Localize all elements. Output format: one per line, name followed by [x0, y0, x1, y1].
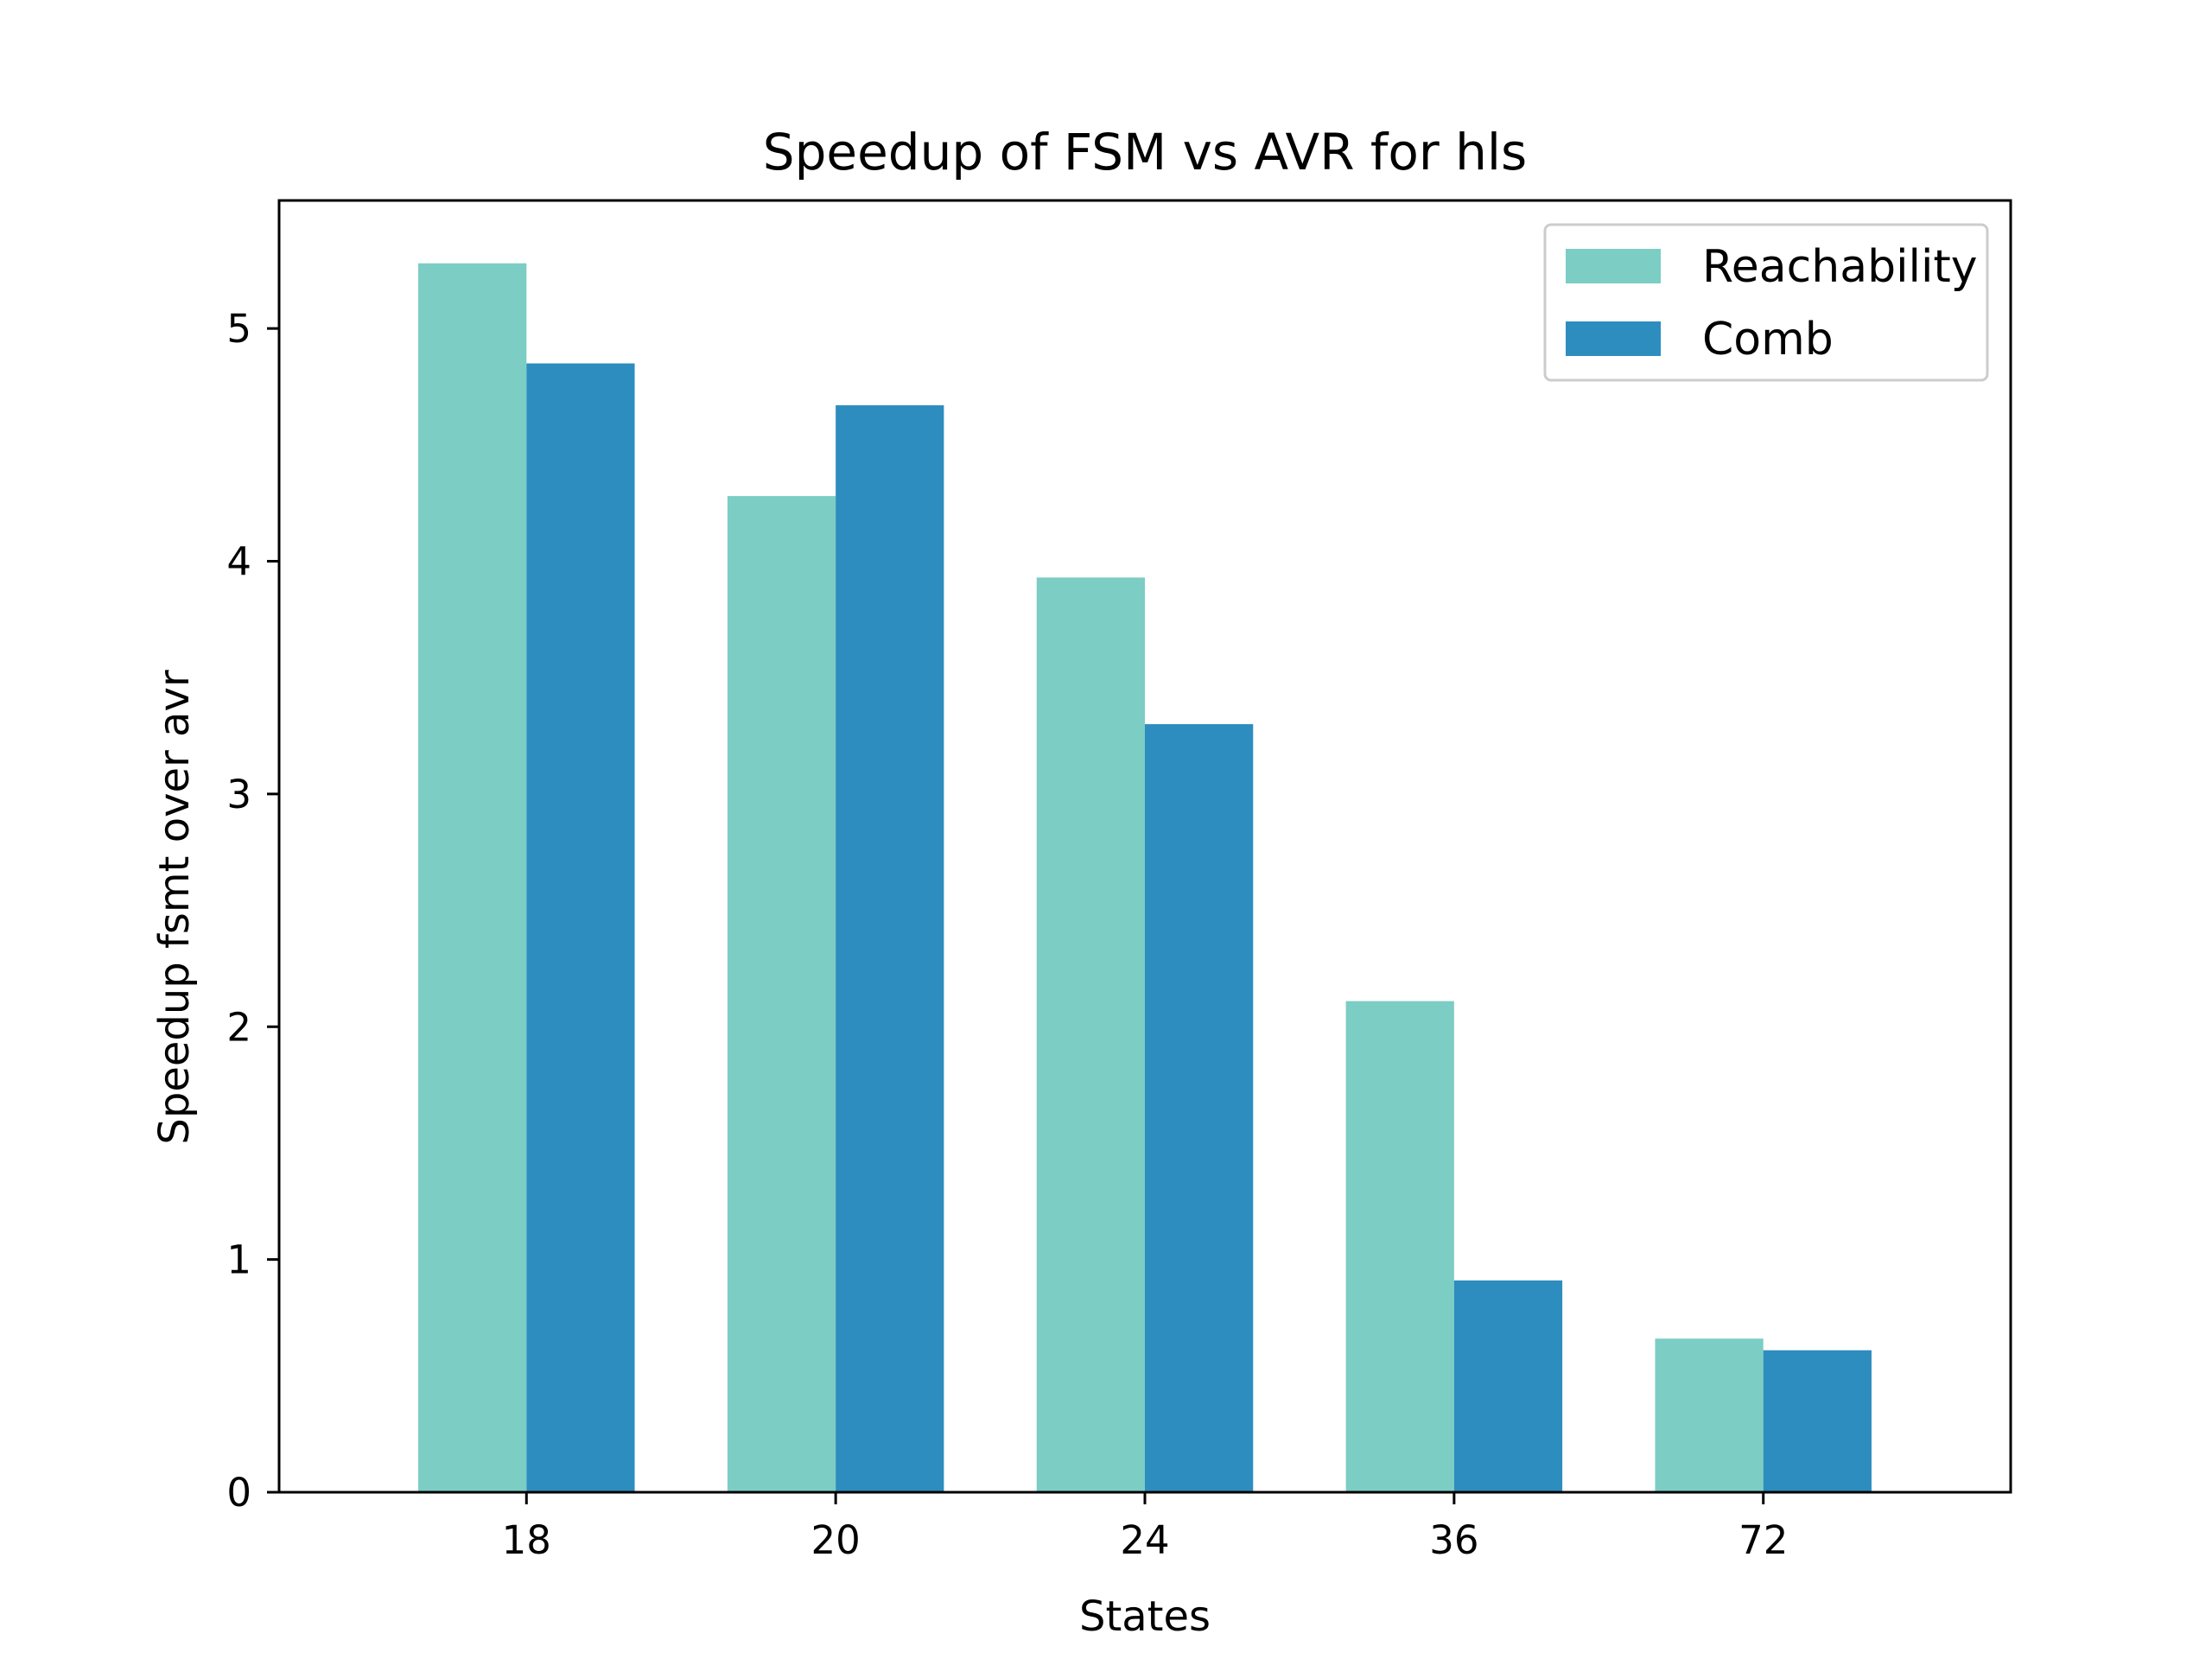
ticks-layer: 18 20 24 36 72 0 1 2 3 4 5 — [226, 306, 1788, 1563]
bar-reachability-24 — [1036, 577, 1145, 1492]
x-axis-title: States — [1079, 1592, 1211, 1641]
bar-comb-24 — [1145, 724, 1254, 1492]
bar-comb-72 — [1763, 1350, 1872, 1492]
plot-area-frame — [277, 199, 2012, 1494]
bar-reachability-36 — [1345, 1001, 1454, 1492]
x-tick-label: 72 — [1738, 1517, 1788, 1563]
bar-reachability-72 — [1655, 1338, 1764, 1492]
bar-comb-20 — [836, 405, 944, 1492]
y-tick-label: 3 — [226, 772, 251, 817]
x-tick-label: 36 — [1429, 1517, 1478, 1563]
x-tick-label: 20 — [811, 1517, 861, 1563]
bars-layer — [418, 263, 1872, 1493]
y-tick-label: 1 — [226, 1237, 251, 1283]
legend-swatch-reachability — [1566, 249, 1661, 283]
y-axis-title: Speedup fsmt over avr — [150, 670, 199, 1144]
y-tick-label: 2 — [226, 1004, 251, 1050]
y-tick-label: 0 — [226, 1470, 251, 1516]
legend-label-comb: Comb — [1702, 314, 1834, 365]
bar-comb-18 — [526, 363, 635, 1492]
bar-comb-36 — [1453, 1280, 1563, 1492]
legend: Reachability Comb — [1543, 223, 1989, 382]
y-tick-label: 5 — [226, 306, 251, 352]
legend-swatch-comb — [1566, 321, 1661, 356]
bar-reachability-20 — [727, 496, 836, 1492]
x-tick-label: 24 — [1120, 1517, 1169, 1563]
x-tick-label: 18 — [502, 1517, 551, 1563]
bar-reachability-18 — [418, 263, 527, 1493]
legend-label-reachability: Reachability — [1702, 241, 1978, 293]
y-tick-label: 4 — [226, 539, 251, 585]
chart-title: Speedup of FSM vs AVR for hls — [763, 123, 1527, 181]
